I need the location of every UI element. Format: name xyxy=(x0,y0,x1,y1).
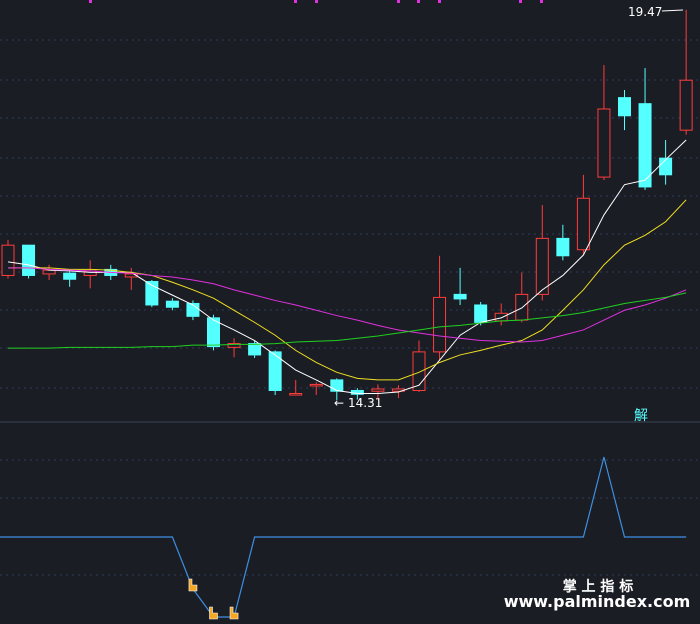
signal-hand xyxy=(209,606,218,620)
candle-body xyxy=(124,273,138,278)
candle-body xyxy=(556,237,570,257)
moving-average xyxy=(8,199,687,381)
high-arrow xyxy=(661,9,684,12)
candle-body xyxy=(22,244,36,276)
candle-body xyxy=(679,79,693,131)
grid xyxy=(0,39,700,576)
candle-body xyxy=(618,97,631,117)
candle-body xyxy=(63,272,77,280)
moving-average xyxy=(8,267,687,343)
candle-body xyxy=(494,312,508,322)
candle-body xyxy=(248,343,262,356)
candle-body xyxy=(330,379,344,392)
candle-body xyxy=(268,351,282,391)
moving-average xyxy=(7,139,687,395)
candle-body xyxy=(207,317,220,348)
candle-body xyxy=(576,197,590,251)
candle-body xyxy=(227,343,241,348)
indicator-line xyxy=(0,456,687,618)
high-label: 19.47 xyxy=(628,5,662,19)
signal-marker xyxy=(229,606,239,620)
low-label: 14.31 xyxy=(348,396,382,410)
candle-body xyxy=(659,157,673,176)
footer-title: 掌 上 指 标 xyxy=(563,578,634,595)
candle-body xyxy=(309,383,323,387)
candle-body xyxy=(289,393,303,396)
candle-body xyxy=(535,237,549,295)
candle-body xyxy=(371,388,385,392)
candle-body xyxy=(638,103,652,188)
candle-body xyxy=(597,108,611,178)
candle-body xyxy=(1,244,15,276)
signal-marker xyxy=(209,606,218,620)
candle-body xyxy=(433,296,447,353)
candle-body xyxy=(165,300,179,308)
annotation: 解 xyxy=(634,408,648,424)
signal-marker xyxy=(188,578,198,592)
signal-hand xyxy=(188,578,198,592)
signal-hand xyxy=(229,606,239,620)
candle-body xyxy=(515,293,529,321)
candle-body xyxy=(474,304,488,323)
candle-body xyxy=(453,293,467,300)
low-arrow: ← xyxy=(334,396,344,410)
moving-average xyxy=(8,292,687,349)
footer-url: www.palmindex.com xyxy=(504,592,691,611)
top-dots xyxy=(89,0,543,3)
candle-body xyxy=(145,281,159,306)
